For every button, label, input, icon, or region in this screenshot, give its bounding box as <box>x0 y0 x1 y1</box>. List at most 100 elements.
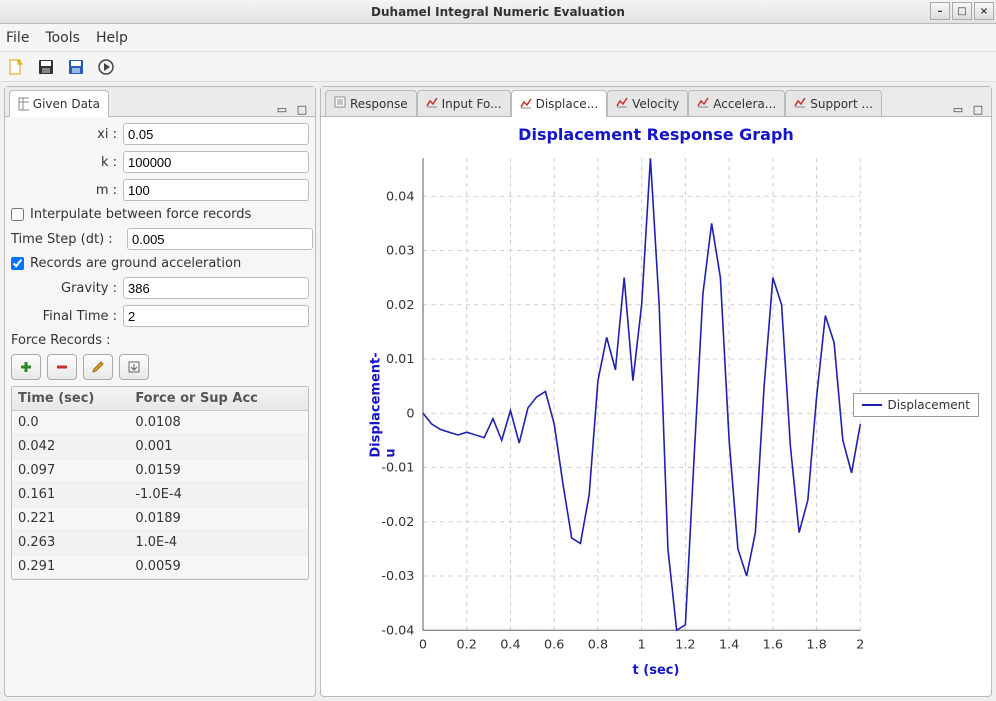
svg-text:1.6: 1.6 <box>763 637 783 652</box>
table-cell: 0.221 <box>12 507 129 531</box>
table-cell: 0.097 <box>12 459 129 483</box>
left-panel: Given Data ▭ □ xi : k : m : I <box>4 86 316 697</box>
panel-minimize-icon[interactable]: ▭ <box>951 102 965 116</box>
tab-icon <box>520 97 532 112</box>
new-icon[interactable] <box>6 57 26 77</box>
m-label: m : <box>11 183 117 198</box>
chart-ylabel: Displacement- u <box>369 352 399 457</box>
svg-text:-0.02: -0.02 <box>381 514 414 529</box>
xi-input[interactable] <box>123 123 309 145</box>
tab-support-[interactable]: Support ... <box>785 90 882 116</box>
menu-help[interactable]: Help <box>96 30 128 46</box>
tab-label: Response <box>350 97 408 111</box>
svg-text:0: 0 <box>419 637 427 652</box>
table-row[interactable]: 0.0970.0159 <box>12 459 308 483</box>
tab-accelera-[interactable]: Accelera... <box>688 90 785 116</box>
svg-text:0.2: 0.2 <box>457 637 477 652</box>
close-button[interactable]: × <box>974 2 994 20</box>
table-cell: 0.0108 <box>129 411 308 435</box>
gravity-input[interactable] <box>123 277 309 299</box>
table-row[interactable]: 0.00.0108 <box>12 411 308 435</box>
plus-icon <box>19 360 33 374</box>
tab-icon <box>697 96 709 111</box>
table-cell: 0.042 <box>12 435 129 459</box>
menu-tools[interactable]: Tools <box>45 30 80 46</box>
table-header-time[interactable]: Time (sec) <box>12 387 129 411</box>
table-cell: 0.0 <box>12 411 129 435</box>
edit-record-button[interactable] <box>83 354 113 380</box>
panel-minimize-icon[interactable]: ▭ <box>275 102 289 116</box>
table-row[interactable]: 0.2910.0059 <box>12 555 308 579</box>
force-records-table[interactable]: Time (sec) Force or Sup Acc 0.00.01080.0… <box>11 386 309 580</box>
tab-displace-[interactable]: Displace... <box>511 90 608 117</box>
table-cell: 0.161 <box>12 483 129 507</box>
menu-file[interactable]: File <box>6 30 29 46</box>
add-record-button[interactable] <box>11 354 41 380</box>
m-input[interactable] <box>123 179 309 201</box>
toolbar <box>0 52 996 82</box>
dt-input[interactable] <box>127 228 313 250</box>
run-icon[interactable] <box>96 57 116 77</box>
remove-record-button[interactable] <box>47 354 77 380</box>
data-icon <box>18 97 29 111</box>
import-record-button[interactable] <box>119 354 149 380</box>
table-header-force[interactable]: Force or Sup Acc <box>129 387 308 411</box>
xi-label: xi : <box>11 127 117 142</box>
chart-plot: 00.20.40.60.811.21.41.61.82-0.04-0.03-0.… <box>359 148 871 661</box>
chart-legend: Displacement <box>853 393 980 417</box>
titlebar: Duhamel Integral Numeric Evaluation – □ … <box>0 0 996 24</box>
panel-maximize-icon[interactable]: □ <box>971 102 985 116</box>
left-tabbar: Given Data ▭ □ <box>5 87 315 117</box>
right-panel: Response Input Fo... Displace... Velocity Ac… <box>320 86 992 697</box>
table-row[interactable]: 0.2631.0E-4 <box>12 531 308 555</box>
panel-maximize-icon[interactable]: □ <box>295 102 309 116</box>
tab-label: Displace... <box>536 97 599 111</box>
maximize-button[interactable]: □ <box>952 2 972 20</box>
table-cell: 0.291 <box>12 555 129 579</box>
window-controls: – □ × <box>930 2 994 20</box>
tab-given-data[interactable]: Given Data <box>9 90 109 117</box>
import-icon <box>127 360 141 374</box>
svg-text:1.4: 1.4 <box>719 637 739 652</box>
table-row[interactable]: 0.0420.001 <box>12 435 308 459</box>
svg-text:0: 0 <box>406 406 414 421</box>
svg-text:0.4: 0.4 <box>500 637 520 652</box>
tab-input-fo-[interactable]: Input Fo... <box>417 90 511 116</box>
final-time-label: Final Time : <box>11 309 117 324</box>
tab-icon <box>426 96 438 111</box>
svg-text:0.04: 0.04 <box>386 189 414 204</box>
chart-panel: Displacement Response Graph Displacement… <box>321 117 991 696</box>
table-row[interactable]: 0.2210.0189 <box>12 507 308 531</box>
right-tabbar: Response Input Fo... Displace... Velocity Ac… <box>321 87 991 117</box>
tab-label: Velocity <box>632 97 679 111</box>
table-cell: -1.0E-4 <box>129 483 308 507</box>
minimize-button[interactable]: – <box>930 2 950 20</box>
k-input[interactable] <box>123 151 309 173</box>
svg-text:-0.01: -0.01 <box>381 460 414 475</box>
svg-text:0.03: 0.03 <box>386 243 414 258</box>
chart-title: Displacement Response Graph <box>331 125 981 144</box>
final-time-input[interactable] <box>123 305 309 327</box>
tab-given-data-label: Given Data <box>33 97 100 111</box>
tab-label: Support ... <box>810 97 873 111</box>
interpolate-label: Interpulate between force records <box>30 207 251 222</box>
table-row[interactable]: 0.161-1.0E-4 <box>12 483 308 507</box>
interpolate-checkbox[interactable] <box>11 208 24 221</box>
tab-response[interactable]: Response <box>325 90 417 116</box>
chart-xlabel: t (sec) <box>331 663 981 678</box>
tab-icon <box>334 96 346 111</box>
table-cell: 1.0E-4 <box>129 531 308 555</box>
ground-acc-label: Records are ground acceleration <box>30 256 241 271</box>
ground-acc-checkbox[interactable] <box>11 257 24 270</box>
save-as-icon[interactable] <box>66 57 86 77</box>
tab-label: Accelera... <box>713 97 776 111</box>
svg-text:0.02: 0.02 <box>386 297 414 312</box>
save-icon[interactable] <box>36 57 56 77</box>
tab-velocity[interactable]: Velocity <box>607 90 688 116</box>
k-label: k : <box>11 155 117 170</box>
window-title: Duhamel Integral Numeric Evaluation <box>371 5 625 19</box>
svg-text:1: 1 <box>638 637 646 652</box>
table-cell: 0.001 <box>129 435 308 459</box>
svg-text:0.6: 0.6 <box>544 637 564 652</box>
menubar: File Tools Help <box>0 24 996 52</box>
